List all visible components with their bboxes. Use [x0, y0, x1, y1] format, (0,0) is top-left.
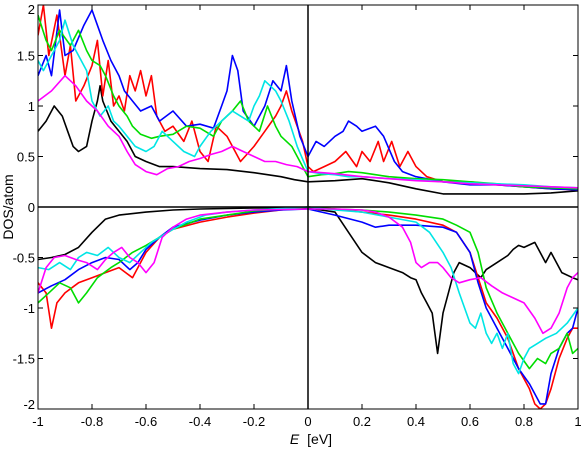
y-tick-label: -1.5 [13, 352, 35, 367]
x-tick-label: 0.2 [353, 414, 371, 429]
y-axis-label: DOS/atom [0, 174, 16, 239]
y-tick-label: 1.5 [17, 49, 35, 64]
x-tick-label: 0.4 [407, 414, 425, 429]
series-1-down-line [38, 207, 578, 355]
x-tick-label: -0.2 [243, 414, 265, 429]
y-tick-labels: -2 -1.5 -1 -0.5 0 0.5 1 1.5 2 [13, 2, 35, 412]
y-tick-label: 2 [28, 2, 35, 17]
x-axis-label-unit: [eV] [307, 431, 332, 447]
x-tick-label: 0.6 [461, 414, 479, 429]
series-1-up-line [38, 85, 578, 195]
x-tick-label: -1 [32, 414, 44, 429]
y-tick-label: 1 [28, 99, 35, 114]
y-tick-label: -0.5 [13, 251, 35, 266]
x-tick-label: 0 [304, 414, 311, 429]
x-axis-label-var: E [290, 431, 300, 447]
series-5-down-line [38, 206, 578, 375]
series-6-down-line [38, 208, 578, 335]
x-tick-label: -0.4 [189, 414, 211, 429]
x-tick-label: 1 [574, 414, 581, 429]
y-tick-label: -1 [23, 301, 35, 316]
series-6-up-line [38, 74, 578, 189]
y-tick-label: -2 [23, 397, 35, 412]
x-tick-labels: -1 -0.8 -0.6 -0.4 -0.2 0 0.2 0.4 0.6 0.8 1 [32, 414, 581, 429]
series-2-up-line [38, 5, 578, 191]
series-3-up-line [38, 9, 578, 191]
y-tick-label: 0 [28, 200, 35, 215]
zero-lines [38, 5, 578, 409]
tick-marks [37, 4, 579, 410]
x-tick-label: -0.6 [135, 414, 157, 429]
x-tick-label: 0.8 [515, 414, 533, 429]
x-tick-label: -0.8 [81, 414, 103, 429]
series-layer [38, 5, 578, 409]
x-axis-label: E [eV] [290, 431, 332, 447]
y-tick-label: 0.5 [17, 150, 35, 165]
